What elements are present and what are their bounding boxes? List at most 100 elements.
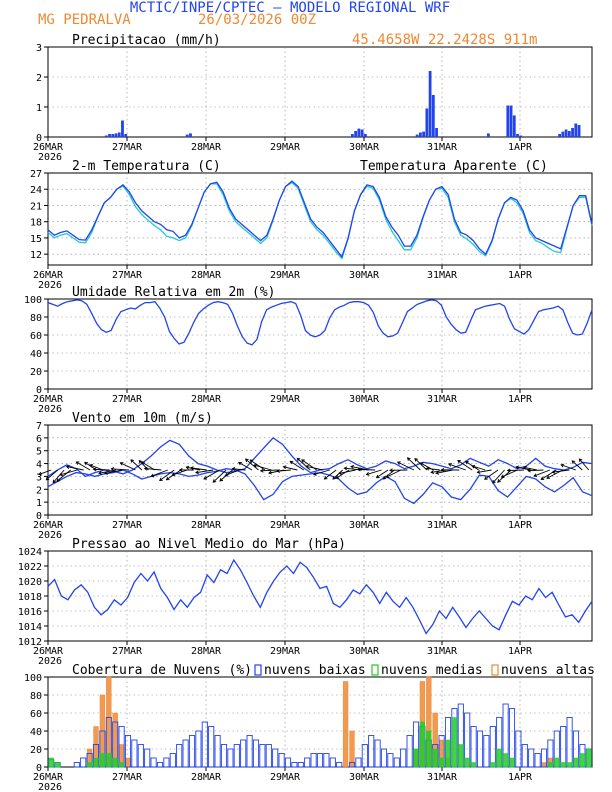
- x-tick-label: 27MAR: [112, 646, 143, 657]
- precip-bar: [422, 131, 426, 137]
- cloud-bar-low: [540, 748, 548, 768]
- cloud-bar-low: [355, 757, 362, 768]
- cloud-bar-mid: [586, 748, 592, 768]
- cloud-bar-low: [176, 744, 183, 768]
- x-tick-label: 26MAR: [33, 646, 64, 657]
- y-tick-label: 4: [36, 460, 42, 471]
- wind-arrow-head: [224, 472, 229, 477]
- plot-frame: [47, 172, 593, 266]
- y-tick-label: 100: [24, 673, 42, 684]
- wind-arrow-head: [249, 459, 254, 463]
- wind-arrow: [104, 469, 123, 474]
- x-tick-label: 30MAR: [349, 142, 380, 153]
- precip-bar: [114, 133, 118, 137]
- x-tick-label: 1APR: [508, 270, 533, 281]
- wind-arrow: [492, 469, 505, 484]
- wind-arrow: [159, 469, 175, 481]
- y-tick-label: 7: [36, 421, 42, 432]
- precip-bar: [558, 134, 562, 137]
- cloud-bar-low: [233, 744, 240, 768]
- wind-arrow-head: [212, 479, 217, 483]
- panel-clouds: 0 20 40 60 80 100 26MAR 27MAR 28MAR 29MAR 30MAR 31M…: [24, 663, 595, 792]
- precip-bar: [111, 134, 115, 137]
- x-tick-label: 31MAR: [427, 646, 458, 657]
- temperature-legend: Temperatura Aparente (C): [360, 159, 548, 174]
- wind-arrow-head: [110, 467, 115, 471]
- cloud-bar-low: [323, 753, 330, 768]
- cloud-bar-low: [489, 726, 496, 768]
- y-tick-label: 15: [30, 234, 42, 245]
- cloud-bar-low: [483, 735, 490, 768]
- wind-arrow-head: [335, 475, 340, 479]
- wind-arrow-head: [551, 469, 556, 474]
- cloud-bar-mid: [99, 753, 106, 768]
- cloud-bar-low: [284, 757, 292, 768]
- legend-mid-label: nuvens medias: [381, 663, 483, 678]
- x-tick-label: 1APR: [508, 520, 533, 531]
- x-tick-label: 28MAR: [191, 394, 222, 405]
- x-tick-label: 29MAR: [270, 394, 301, 405]
- legend-low-swatch: [254, 664, 262, 676]
- y-tick-label: 0: [36, 763, 42, 774]
- header-station: MG PEDRALVA: [38, 12, 131, 28]
- wind-arrow: [376, 469, 389, 479]
- cloud-bar-mid: [48, 757, 54, 768]
- cloud-bar-mid: [438, 757, 445, 768]
- y-tick-label: 1: [36, 498, 42, 509]
- cloud-bar-low: [304, 757, 311, 768]
- cloud-bar-low: [336, 762, 343, 768]
- panel-title: Vento em 10m (m/s): [72, 411, 213, 426]
- wind-arrow-head: [522, 465, 527, 470]
- wind-arrow: [249, 459, 266, 471]
- cloud-bar-low: [169, 753, 176, 768]
- y-tick-label: 1016: [18, 607, 42, 618]
- wind-arrow-head: [45, 476, 50, 481]
- cloud-bar-high: [541, 762, 547, 768]
- wind-arrow: [305, 465, 324, 471]
- y-tick-label: 0: [36, 385, 42, 396]
- x-tick-label: 31MAR: [427, 772, 458, 783]
- wind-arrow-head: [59, 472, 63, 477]
- precip-bar: [104, 135, 108, 137]
- wind-arrow-head: [130, 459, 134, 463]
- cloud-bar-low: [380, 748, 388, 768]
- wind-arrow-head: [103, 471, 108, 475]
- precip-bar: [571, 128, 574, 137]
- cloud-bar-low: [393, 757, 400, 768]
- wind-arrow: [52, 469, 65, 483]
- cloud-bar-low: [368, 735, 375, 768]
- x-tick-label: 29MAR: [270, 270, 301, 281]
- wind-arrow: [339, 469, 356, 474]
- wind-arrow-head: [406, 457, 411, 461]
- wind-arrow-head: [65, 465, 70, 469]
- precip-bar: [567, 131, 571, 137]
- y-tick-label: 27: [30, 169, 42, 180]
- wind-arrow: [386, 469, 402, 478]
- wind-arrow-head: [365, 471, 370, 476]
- y-tick-label: 2: [36, 73, 42, 84]
- cloud-bar-low: [220, 744, 228, 768]
- y-tick-label: 3: [36, 43, 42, 54]
- y-tick-label: 100: [24, 295, 42, 306]
- y-tick-label: 60: [30, 709, 42, 720]
- legend-mid-swatch: [371, 664, 379, 676]
- wind-arrow-head: [527, 468, 531, 473]
- cloud-bar-low: [387, 753, 394, 768]
- wind-arrow-head: [244, 458, 249, 463]
- wind-arrow-head: [231, 467, 236, 471]
- y-tick-label: 6: [36, 434, 42, 445]
- wind-arrow: [144, 467, 162, 471]
- precip-bar: [350, 134, 354, 137]
- wind-arrow-head: [185, 465, 190, 470]
- wind-arrow: [111, 468, 129, 471]
- wind-arrow-head: [282, 465, 287, 470]
- x-tick-label: 26MAR: [33, 270, 64, 281]
- wind-arrow-head: [430, 470, 435, 474]
- wind-arrow: [277, 469, 291, 472]
- panel-wind: 0 1 2 34 5 6 7 26MAR 27MAR 28MAR 29MAR 30MAR 31MAR 1A…: [33, 411, 593, 541]
- precip-bar: [360, 129, 364, 137]
- wind-arrow: [357, 468, 376, 471]
- cloud-bar-low: [208, 726, 215, 768]
- wind-arrow: [38, 469, 52, 475]
- cloud-bar-low: [265, 744, 272, 768]
